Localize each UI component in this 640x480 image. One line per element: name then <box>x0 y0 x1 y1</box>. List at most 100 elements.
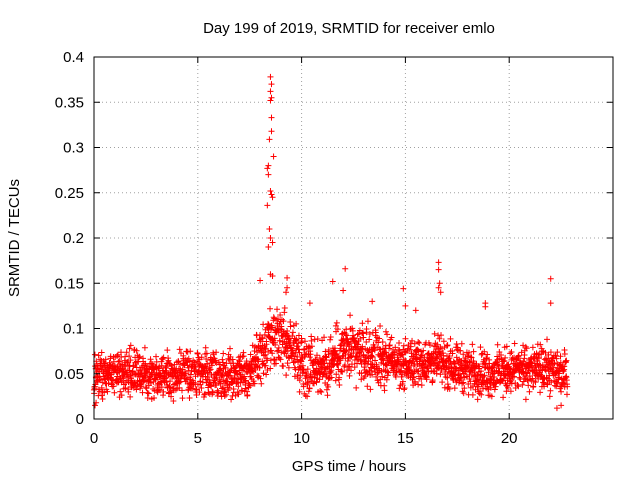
data-point <box>204 373 211 380</box>
data-point <box>235 391 242 398</box>
y-tick-label: 0.15 <box>55 275 84 292</box>
data-point <box>333 371 340 378</box>
data-point <box>469 341 476 348</box>
data-point <box>414 355 421 362</box>
data-point <box>337 357 344 364</box>
data-point <box>406 366 413 373</box>
data-point <box>144 395 151 402</box>
x-tick-label: 20 <box>501 430 518 447</box>
data-point <box>397 368 404 375</box>
data-point <box>185 355 192 362</box>
data-point <box>407 343 414 350</box>
data-point <box>266 136 273 143</box>
data-point <box>388 334 395 341</box>
data-point <box>504 384 511 391</box>
data-point <box>229 356 236 363</box>
data-point <box>550 364 557 371</box>
data-point <box>126 353 133 360</box>
data-point <box>276 355 283 362</box>
data-point <box>384 372 391 379</box>
data-point <box>478 351 485 358</box>
data-point <box>446 354 453 361</box>
data-point <box>519 381 526 388</box>
data-point <box>99 366 106 373</box>
data-point <box>416 339 423 346</box>
data-point <box>553 355 560 362</box>
data-point <box>436 280 443 287</box>
data-point <box>372 357 379 364</box>
data-point <box>508 380 515 387</box>
data-point <box>267 187 274 194</box>
data-point <box>95 352 102 359</box>
data-point <box>371 347 378 354</box>
data-point <box>396 385 403 392</box>
data-point <box>526 388 533 395</box>
data-point <box>542 367 549 374</box>
data-point <box>135 354 142 361</box>
data-point <box>537 389 544 396</box>
data-point <box>539 348 546 355</box>
data-point <box>412 380 419 387</box>
data-point <box>456 371 463 378</box>
data-point <box>305 388 312 395</box>
data-point <box>234 379 241 386</box>
data-point <box>127 342 134 349</box>
data-point <box>453 340 460 347</box>
data-point <box>461 385 468 392</box>
data-point <box>142 384 149 391</box>
data-point <box>369 298 376 305</box>
data-point <box>268 191 275 198</box>
data-point <box>436 335 443 342</box>
data-point <box>144 389 151 396</box>
data-point <box>339 368 346 375</box>
data-point <box>253 362 260 369</box>
data-point <box>187 348 194 355</box>
data-point <box>333 350 340 357</box>
data-point <box>295 332 302 339</box>
data-point <box>283 289 290 296</box>
y-tick-label: 0.1 <box>63 321 84 338</box>
data-point <box>115 358 122 365</box>
data-point <box>327 336 334 343</box>
data-point <box>376 335 383 342</box>
data-point <box>554 379 561 386</box>
data-point <box>503 343 510 350</box>
data-point <box>241 373 248 380</box>
data-point <box>477 368 484 375</box>
data-point <box>546 393 553 400</box>
data-point <box>167 378 174 385</box>
data-point <box>347 312 354 319</box>
data-point <box>314 335 321 342</box>
data-point <box>301 338 308 345</box>
data-point <box>267 305 274 312</box>
data-point <box>147 356 154 363</box>
data-point <box>346 372 353 379</box>
data-point <box>164 347 171 354</box>
x-tick-label: 10 <box>293 430 310 447</box>
data-point <box>92 402 99 409</box>
data-point <box>308 343 315 350</box>
data-point <box>437 289 444 296</box>
data-point <box>357 358 364 365</box>
y-tick-label: 0.4 <box>63 49 84 66</box>
data-point <box>507 350 514 357</box>
data-point <box>257 375 264 382</box>
data-point <box>467 354 474 361</box>
data-point <box>368 353 375 360</box>
data-point <box>435 266 442 273</box>
data-point <box>460 368 467 375</box>
data-point <box>481 372 488 379</box>
data-point <box>148 360 155 367</box>
data-point <box>171 367 178 374</box>
data-point <box>388 355 395 362</box>
data-point <box>189 385 196 392</box>
data-point <box>366 330 373 337</box>
data-point <box>418 382 425 389</box>
data-point <box>409 337 416 344</box>
data-point <box>441 384 448 391</box>
data-point <box>218 373 225 380</box>
data-point <box>561 351 568 358</box>
data-point <box>444 342 451 349</box>
data-point <box>191 359 198 366</box>
data-point <box>180 352 187 359</box>
